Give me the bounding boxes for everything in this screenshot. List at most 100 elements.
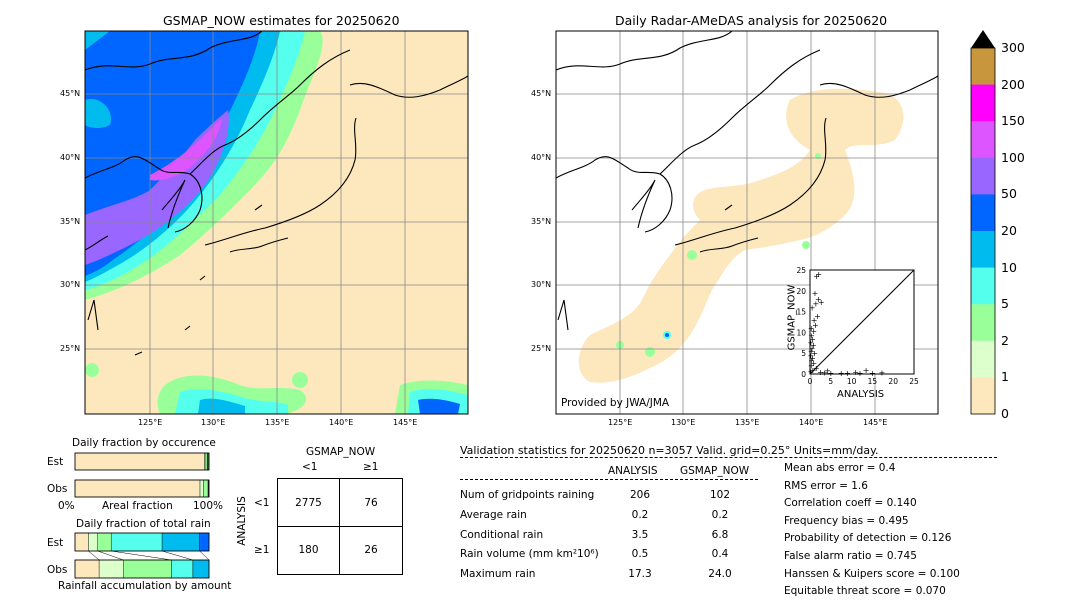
scatter-point: + [807,352,814,361]
colorbar-segment [971,340,995,378]
fraction-bar-segment [123,559,172,579]
colorbar [970,30,996,415]
contingency-cell: 76 [364,497,378,509]
colorbar-segment [971,84,995,122]
contingency-cell: 180 [298,544,319,556]
left-lon-label: 130°E [201,418,226,427]
occurrence-xtick-right: 100% [193,500,224,512]
fraction-connector [88,550,100,561]
fraction-bar-segment [171,559,194,579]
scatter-point: + [812,321,819,330]
scatter-point: + [808,324,815,333]
colorbar-segment [971,194,995,232]
scatter-ytick: 20 [796,287,806,296]
validation-divider [460,479,758,480]
right-map-title: Daily Radar-AMeDAS analysis for 20250620 [615,13,888,28]
validation-score: Correlation coeff = 0.140 [784,497,917,510]
scatter-point: + [852,368,859,377]
fraction-bar-segment [74,559,100,579]
validation-analysis-value: 17.3 [628,568,652,580]
scatter-point: + [809,335,816,344]
colorbar-tick-label: 50 [1001,186,1017,202]
scatter-point: + [810,327,817,336]
scatter-point: + [879,368,886,377]
scatter-point: + [808,357,815,366]
scatter-xtick: 20 [888,377,898,386]
scatter-point: + [809,354,816,363]
scatter-point: + [821,368,828,377]
scatter-ytick: 5 [801,349,806,358]
colorbar-tick-label: 200 [1001,76,1025,92]
contingency-table: 2775 76 180 26 [277,478,403,575]
total-rain-row-label: Est [47,537,64,549]
scatter-point: + [815,270,822,279]
total-rain-bars [74,532,210,579]
validation-score: RMS error = 1.6 [784,479,868,492]
colorbar-segment [971,121,995,159]
right-lon-label: 125°E [608,418,633,427]
scatter-point: + [809,344,816,353]
scatter-xtick: 25 [909,377,919,386]
scatter-xtick: 15 [868,377,878,386]
scatter-point: + [809,303,816,312]
validation-gsmap-value: 0.2 [711,509,729,521]
scatter-point: + [814,312,821,321]
right-lat-label: 30°N [531,280,552,289]
validation-row-label: Rain volume (mm km²10⁶) [460,548,599,560]
scatter-point: + [838,369,845,378]
scatter-point: + [810,366,817,375]
fraction-bar-frame [74,532,210,552]
validation-row-label: Average rain [460,509,527,521]
scatter-point: + [818,298,825,307]
left-lon-label: 145°E [393,418,418,427]
scatter-point: + [812,299,819,308]
scatter-point: + [808,332,815,341]
fraction-connector [97,550,124,561]
colorbar-segment [971,377,995,415]
validation-score: Equitable threat score = 0.070 [784,585,946,598]
fraction-bar-frame [74,452,210,471]
left-map-title: GSMAP_NOW estimates for 20250620 [163,13,400,28]
colorbar-tick-label: 2 [1001,332,1009,348]
right-coastlines [556,31,938,331]
validation-gsmap-value: 6.8 [711,529,729,541]
fraction-connector [111,550,172,561]
scatter-point: + [812,289,819,298]
left-map-grid [85,31,468,414]
validation-row-label: Num of gridpoints raining [460,489,595,501]
validation-row-label: Maximum rain [460,568,536,580]
colorbar-tick-label: 0 [1001,406,1009,421]
left-lon-label: 125°E [138,418,163,427]
fraction-bar-segment [161,532,200,552]
validation-analysis-value: 0.5 [631,548,649,560]
scatter-xtick: 0 [808,377,813,386]
colorbar-tick-label: 20 [1001,223,1017,238]
validation-score: Probability of detection = 0.126 [784,532,952,545]
validation-score: Mean abs error = 0.4 [784,462,896,474]
left-lat-label: 25°N [60,344,81,353]
validation-divider [460,457,997,458]
fraction-bar-segment [205,452,208,471]
occurrence-row-label: Obs [47,483,68,495]
colorbar-tick-label: 10 [1001,259,1017,275]
contingency-col-label: ≥1 [363,461,379,473]
validation-col-analysis: ANALYSIS [608,465,658,477]
scatter-xtick: 5 [828,377,833,386]
colorbar-segment [971,48,995,86]
colorbar-segment [971,157,995,195]
colorbar-tick-label: 5 [1001,296,1009,312]
total-rain-title: Daily fraction of total rain [76,518,211,530]
validation-row-label: Conditional rain [460,529,544,541]
fraction-bar-segment [110,532,163,552]
right-lat-label: 40°N [531,153,552,162]
fraction-bar-segment [74,479,201,498]
validation-analysis-value: 3.5 [631,529,649,541]
scatter-ytick: 15 [796,308,806,317]
fraction-bar-segment [74,532,89,552]
validation-header: Validation statistics for 20250620 n=305… [460,444,879,457]
colorbar-tick-label: 100 [1001,149,1025,165]
contingency-cell: 2775 [295,497,322,509]
right-lat-label: 25°N [531,344,552,353]
scatter-point: + [808,362,815,371]
